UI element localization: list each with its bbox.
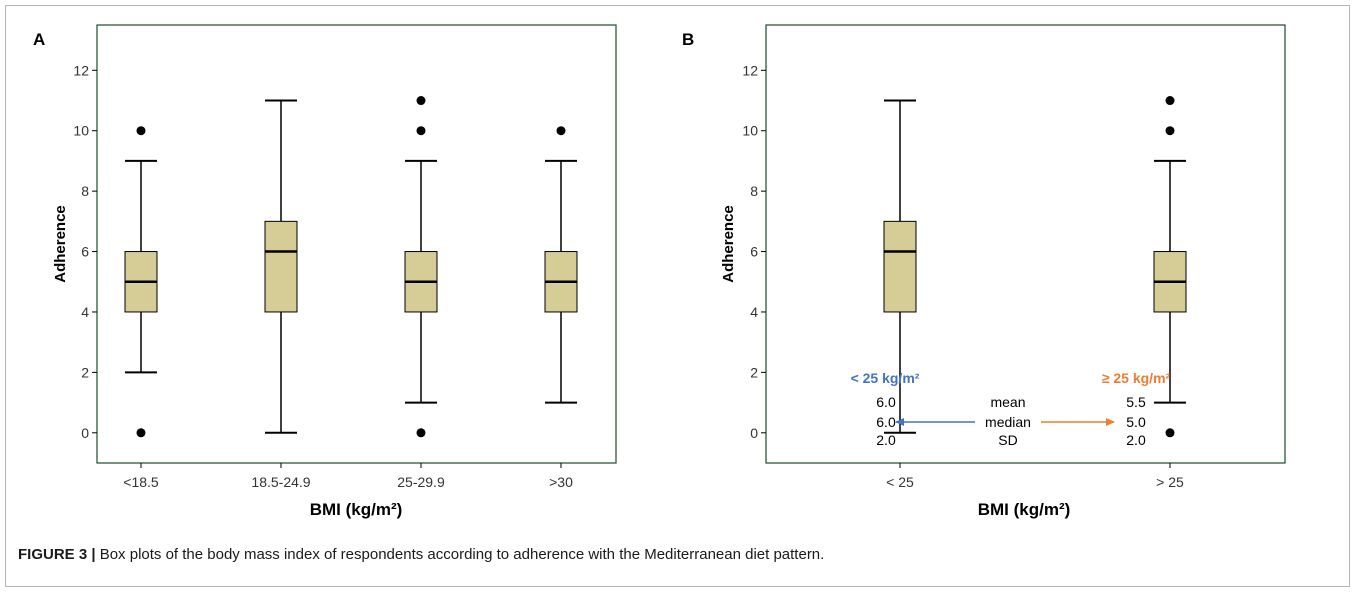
annotation-left-header: < 25 kg/m² (851, 370, 920, 386)
box-plot (264, 99, 298, 434)
y-tick-label: 6 (750, 244, 758, 260)
y-tick-label: 6 (81, 244, 89, 260)
box-plot (124, 126, 158, 438)
outlier-point (416, 96, 426, 106)
outlier-point (1165, 126, 1175, 136)
y-tick-label: 12 (742, 62, 758, 78)
outlier-point (556, 126, 566, 136)
y-tick-label: 12 (73, 62, 89, 78)
figure-frame (5, 5, 1350, 587)
box-plot (404, 96, 438, 438)
y-tick-label: 4 (81, 304, 89, 320)
panel-a-y-axis: 0 2 4 6 8 10 12 (73, 62, 97, 441)
y-tick-label: 0 (81, 425, 89, 441)
panel-a-plot-frame (96, 24, 617, 464)
y-tick-label: 10 (73, 123, 89, 139)
panel-a-label: A (33, 30, 45, 49)
outlier-point (1165, 428, 1175, 438)
panel-b-plot-frame (765, 24, 1286, 464)
annotation-right-sd: 2.0 (1126, 432, 1146, 448)
panel-b-x-axis-title: BMI (kg/m²) (978, 500, 1071, 519)
box-plot (544, 126, 578, 404)
x-tick-label: 18.5-24.9 (251, 474, 310, 490)
annotation-row-median: median (985, 414, 1031, 430)
y-tick-label: 2 (81, 364, 89, 380)
box-plot (1153, 96, 1187, 438)
figure-caption: FIGURE 3 | Box plots of the body mass in… (18, 546, 824, 563)
x-tick-label: > 25 (1156, 474, 1184, 490)
panel-a-y-axis-title: Adherence (52, 205, 69, 283)
y-tick-label: 4 (750, 304, 758, 320)
annotation-row-sd: SD (998, 432, 1017, 448)
box-iqr (883, 220, 917, 313)
y-tick-label: 0 (750, 425, 758, 441)
outlier-point (1165, 96, 1175, 106)
panel-a: A 0 2 4 6 8 10 12 <18.5 18.5-24.9 25-29.9 >30 Adh… (33, 24, 617, 519)
x-tick-label: 25-29.9 (397, 474, 445, 490)
caption-text: Box plots of the body mass index of resp… (95, 546, 825, 563)
panel-a-x-axis: <18.5 18.5-24.9 25-29.9 >30 (123, 463, 573, 490)
annotation-left-median: 6.0 (876, 414, 896, 430)
panel-b-boxes (883, 96, 1187, 438)
caption-label: FIGURE 3 | (18, 546, 96, 563)
panel-b: B 0 2 4 6 8 10 12 < 25 > 25 Adherence BMI (kg/m… (682, 24, 1286, 519)
x-tick-label: >30 (549, 474, 573, 490)
x-tick-label: <18.5 (123, 474, 159, 490)
y-tick-label: 8 (81, 183, 89, 199)
y-tick-label: 2 (750, 364, 758, 380)
annotation-right-mean: 5.5 (1126, 394, 1146, 410)
box-iqr (264, 220, 298, 313)
panel-b-x-axis: < 25 > 25 (886, 463, 1184, 490)
annotation-left-mean: 6.0 (876, 394, 896, 410)
panel-a-x-axis-title: BMI (kg/m²) (310, 500, 403, 519)
y-tick-label: 8 (750, 183, 758, 199)
panel-a-boxes (124, 96, 578, 438)
panel-b-y-axis-title: Adherence (720, 205, 737, 283)
outlier-point (136, 428, 146, 438)
x-tick-label: < 25 (886, 474, 914, 490)
outlier-point (416, 428, 426, 438)
box-plot (883, 99, 917, 434)
annotation-right-header: ≥ 25 kg/m² (1102, 370, 1171, 386)
outlier-point (416, 126, 426, 136)
outlier-point (136, 126, 146, 136)
annotation-right-median: 5.0 (1126, 414, 1146, 430)
panel-b-y-axis: 0 2 4 6 8 10 12 (742, 62, 766, 441)
annotation-left-sd: 2.0 (876, 432, 896, 448)
panel-b-annotation: < 25 kg/m² ≥ 25 kg/m² 6.0 6.0 2.0 mean m… (851, 370, 1171, 448)
annotation-row-mean: mean (990, 394, 1025, 410)
y-tick-label: 10 (742, 123, 758, 139)
panel-b-label: B (682, 30, 694, 49)
